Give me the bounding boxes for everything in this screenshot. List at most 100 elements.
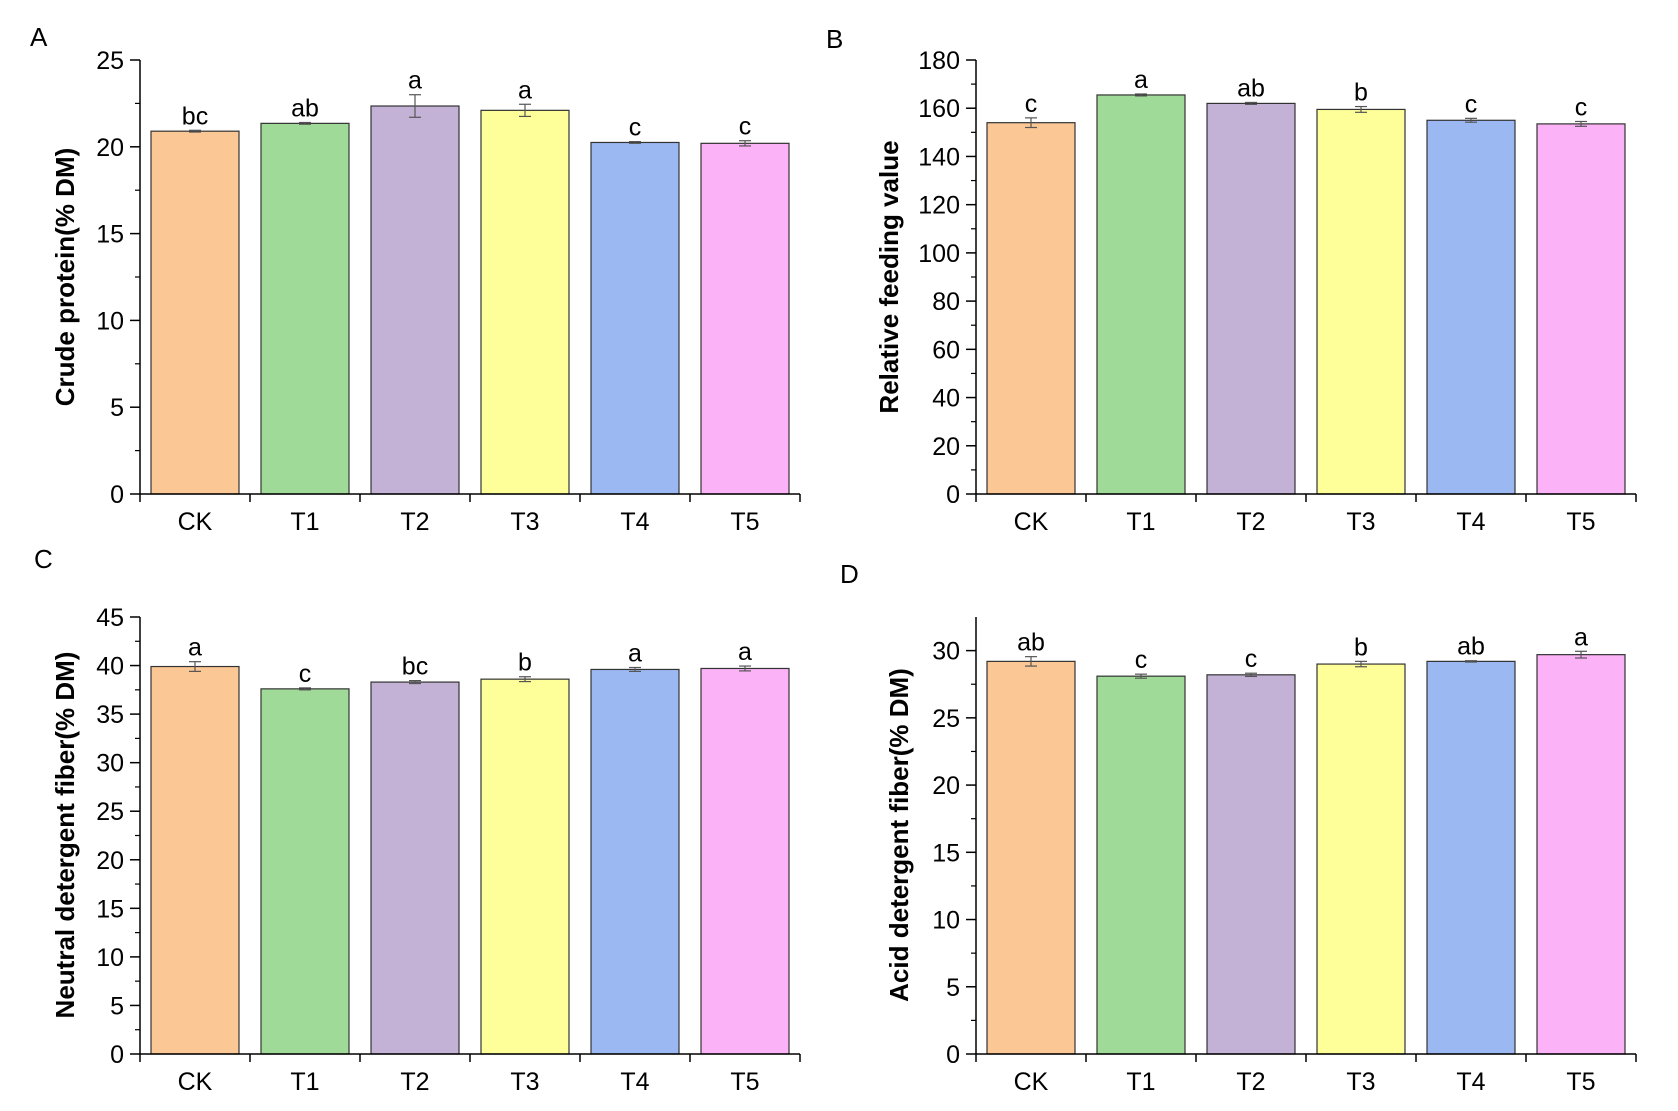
significance-label: ab	[1017, 629, 1045, 657]
panel-b: Bc CK a T1 ab T2 b T3 c T4 c T5 0 20 40 60 80 100 120 140 16…	[826, 24, 1637, 536]
panel-letter: A	[30, 22, 48, 52]
bar-t3	[480, 109, 570, 495]
y-tick-label: 25	[96, 47, 124, 75]
panel-d: Dab CK c T1 c T2 b T3 ab T4 a T5 0 5 10 15 20 25 30 Acid de…	[840, 559, 1637, 1096]
significance-label: b	[1354, 633, 1368, 661]
y-axis-title: Neutral detergent fiber(% DM)	[50, 652, 80, 1019]
x-tick-label: T5	[1566, 1068, 1595, 1096]
x-tick-label: T1	[290, 508, 319, 536]
x-tick-label: T5	[730, 1068, 759, 1096]
y-tick-label: 180	[918, 47, 960, 75]
bar-t2	[370, 681, 460, 1055]
significance-label: c	[1025, 90, 1038, 118]
significance-label: c	[739, 113, 752, 141]
y-axis-title: Relative feeding value	[874, 140, 904, 413]
significance-label: c	[1245, 645, 1258, 673]
bar-t3	[1316, 108, 1406, 495]
x-tick-label: T4	[620, 508, 649, 536]
x-tick-label: CK	[1014, 508, 1049, 536]
significance-label: a	[1134, 66, 1148, 94]
significance-label: a	[408, 67, 422, 95]
y-tick-label: 25	[96, 798, 124, 826]
panel-a: Abc CK ab T1 a T2 a T3 c T4 c T5 0 5 10 15 20 25 Crude pro…	[30, 22, 801, 536]
y-tick-label: 35	[96, 701, 124, 729]
bar-t1	[260, 688, 350, 1055]
x-tick-label: T4	[1456, 508, 1485, 536]
significance-label: a	[188, 634, 202, 662]
significance-label: a	[738, 638, 752, 666]
bar-ck	[150, 130, 240, 495]
y-tick-label: 45	[96, 604, 124, 632]
y-tick-label: 20	[932, 772, 960, 800]
bar-t5	[700, 667, 790, 1055]
significance-label: a	[1574, 623, 1588, 651]
bar-t4	[1426, 660, 1516, 1055]
y-tick-label: 0	[946, 481, 960, 509]
y-axis-title: Acid detergent fiber(% DM)	[884, 668, 914, 1002]
x-tick-label: CK	[178, 1068, 213, 1096]
bar-t4	[590, 668, 680, 1055]
y-tick-label: 40	[932, 385, 960, 413]
y-tick-label: 15	[96, 895, 124, 923]
x-tick-label: T3	[1346, 1068, 1375, 1096]
bar-t2	[1206, 674, 1296, 1055]
significance-label: c	[1135, 646, 1148, 674]
bar-t2	[370, 105, 460, 495]
x-tick-label: T5	[1566, 508, 1595, 536]
panel-c: Ca CK c T1 bc T2 b T3 a T4 a T5 0 5 10 15 20 25 30 35 40 45 Ne…	[34, 544, 801, 1096]
bar-t3	[1316, 663, 1406, 1055]
y-tick-label: 120	[918, 192, 960, 220]
panel-letter: C	[34, 544, 53, 574]
panel-letter: D	[840, 559, 859, 589]
significance-label: ab	[291, 94, 319, 122]
bar-t5	[1536, 123, 1626, 495]
x-tick-label: T4	[1456, 1068, 1485, 1096]
significance-label: a	[518, 76, 532, 104]
y-tick-label: 5	[946, 974, 960, 1002]
significance-label: c	[1465, 90, 1478, 118]
bar-ck	[150, 665, 240, 1055]
y-tick-label: 10	[96, 944, 124, 972]
panel-letter: B	[826, 24, 843, 54]
y-tick-label: 5	[110, 992, 124, 1020]
y-tick-label: 80	[932, 288, 960, 316]
y-tick-label: 40	[96, 653, 124, 681]
significance-label: bc	[182, 102, 208, 130]
x-tick-label: T2	[1236, 508, 1265, 536]
y-tick-label: 0	[110, 481, 124, 509]
significance-label: ab	[1457, 633, 1485, 661]
y-tick-label: 20	[96, 134, 124, 162]
x-tick-label: T1	[1126, 508, 1155, 536]
x-tick-label: T2	[1236, 1068, 1265, 1096]
y-tick-label: 20	[932, 433, 960, 461]
x-tick-label: T4	[620, 1068, 649, 1096]
bar-t1	[1096, 675, 1186, 1055]
y-tick-label: 20	[96, 847, 124, 875]
y-axis-title: Crude protein(% DM)	[50, 148, 80, 407]
bar-t4	[590, 141, 680, 495]
significance-label: c	[1575, 93, 1588, 121]
significance-label: b	[1354, 79, 1368, 107]
y-tick-label: 30	[932, 638, 960, 666]
bar-ck	[986, 122, 1076, 495]
y-tick-label: 160	[918, 95, 960, 123]
bar-t4	[1426, 119, 1516, 495]
y-tick-label: 15	[96, 221, 124, 249]
y-tick-label: 140	[918, 143, 960, 171]
bar-ck	[986, 660, 1076, 1055]
y-tick-label: 10	[932, 907, 960, 935]
x-tick-label: T2	[400, 1068, 429, 1096]
significance-label: c	[299, 660, 312, 688]
bar-t1	[1096, 94, 1186, 495]
x-tick-label: T1	[290, 1068, 319, 1096]
x-tick-label: CK	[178, 508, 213, 536]
significance-label: b	[518, 649, 532, 677]
x-tick-label: T5	[730, 508, 759, 536]
y-tick-label: 0	[110, 1041, 124, 1069]
bar-t1	[260, 122, 350, 495]
y-tick-label: 100	[918, 240, 960, 268]
bar-t5	[1536, 654, 1626, 1055]
y-tick-label: 25	[932, 705, 960, 733]
significance-label: c	[629, 114, 642, 142]
